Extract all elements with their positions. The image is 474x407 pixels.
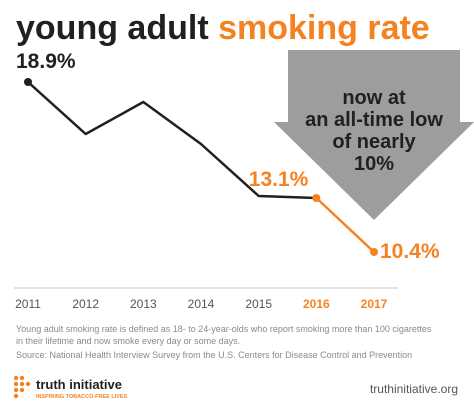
callout-line-4: 10%	[354, 153, 394, 175]
x-tick-labels: 2011 2012 2013 2014 2015 2016 2017	[15, 297, 388, 311]
x-tick-2017: 2017	[361, 297, 388, 311]
data-label-2017: 10.4%	[380, 240, 440, 263]
x-tick-2012: 2012	[72, 297, 99, 311]
callout-text: now at an all-time low of nearly 10%	[305, 87, 443, 175]
callout-line-2: an all-time low	[305, 109, 443, 131]
callout-line-1: now at	[342, 87, 406, 109]
series-line-historic	[27, 81, 317, 200]
data-point-2011	[24, 78, 32, 86]
data-points	[24, 78, 378, 256]
x-tick-2011: 2011	[15, 297, 41, 311]
title-part-1: young adult	[16, 9, 218, 47]
brand-name: truth initiative	[36, 377, 122, 392]
data-point-2017	[370, 248, 378, 256]
x-tick-2013: 2013	[130, 297, 157, 311]
source-text: Source: National Health Interview Survey…	[16, 350, 412, 360]
chart-title: young adult smoking rate	[16, 9, 430, 47]
brand-url[interactable]: truthinitiative.org	[370, 382, 458, 396]
down-arrow-icon	[274, 50, 474, 220]
x-tick-2015: 2015	[245, 297, 272, 311]
callout-line-3: of nearly	[332, 131, 416, 153]
data-point-2016	[312, 194, 321, 202]
data-labels: 18.9% 13.1% 10.4%	[16, 50, 440, 263]
footnote-line-2: in their lifetime and now smoke every da…	[16, 336, 240, 346]
series-lines	[27, 81, 375, 253]
truth-logo-icon	[13, 375, 31, 399]
data-label-2016: 13.1%	[249, 168, 309, 191]
x-tick-2014: 2014	[188, 297, 215, 311]
footnote-line-1: Young adult smoking rate is defined as 1…	[16, 324, 432, 334]
data-label-2011: 18.9%	[16, 50, 76, 73]
x-tick-2016: 2016	[303, 297, 330, 311]
brand-tagline: INSPIRING TOBACCO-FREE LIVES	[36, 394, 128, 400]
title-part-2: smoking rate	[218, 9, 430, 47]
series-line-recent	[315, 197, 375, 253]
